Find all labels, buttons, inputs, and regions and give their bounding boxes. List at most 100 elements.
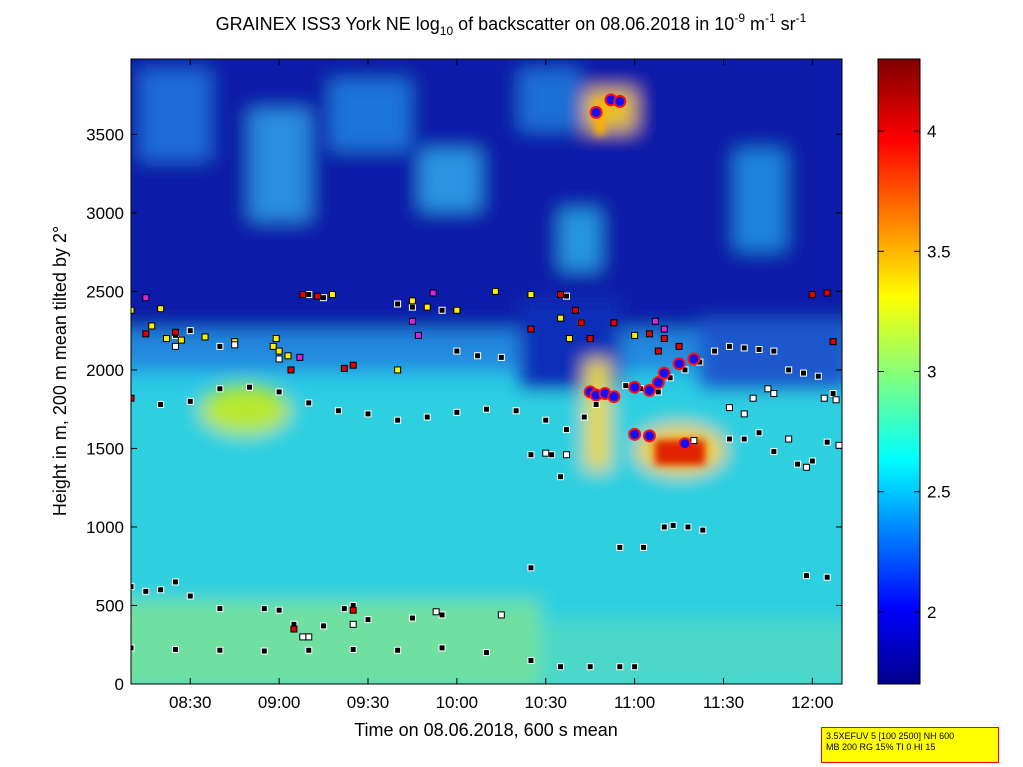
- layer-marker-square: [394, 366, 402, 374]
- layer-marker-square: [785, 435, 793, 443]
- layer-marker-square: [432, 608, 440, 616]
- layer-marker-square: [148, 322, 156, 330]
- layer-marker-square: [785, 366, 793, 374]
- layer-marker-square: [562, 292, 570, 300]
- layer-marker-square: [527, 325, 535, 333]
- layer-marker-square: [142, 330, 150, 338]
- layer-marker-square: [260, 605, 268, 613]
- layer-marker-square: [284, 352, 292, 360]
- layer-marker-square: [290, 625, 298, 633]
- y-tick-label: 2000: [86, 361, 124, 380]
- layer-marker-square: [557, 663, 565, 671]
- layer-marker-square: [820, 394, 828, 402]
- layer-marker-square: [320, 294, 328, 302]
- layer-marker-square: [131, 583, 135, 591]
- layer-marker-square: [622, 382, 630, 390]
- layer-marker-square: [835, 441, 842, 449]
- layer-marker-square: [340, 605, 348, 613]
- layer-marker-square: [414, 331, 422, 339]
- layer-marker-square: [527, 291, 535, 299]
- colorbar-tick-label: 3.5: [927, 242, 951, 261]
- layer-marker-circle: [657, 366, 671, 380]
- y-tick-label: 1000: [86, 518, 124, 537]
- layer-marker-square: [699, 526, 707, 534]
- layer-marker-circle: [642, 429, 656, 443]
- y-tick-label: 2500: [86, 282, 124, 301]
- layer-marker-square: [349, 361, 357, 369]
- y-axis-label: Height in m, 200 m mean tilted by 2°: [50, 226, 70, 516]
- layer-marker-square: [829, 338, 837, 346]
- layer-marker-square: [631, 663, 639, 671]
- layer-marker-square: [157, 305, 165, 313]
- layer-marker-square: [616, 543, 624, 551]
- layer-marker-square: [654, 347, 662, 355]
- layer-marker-square: [562, 426, 570, 434]
- layer-marker-square: [131, 306, 135, 314]
- plot-frame: [130, 58, 843, 685]
- layer-marker-square: [423, 303, 431, 311]
- layer-marker-square: [799, 369, 807, 377]
- layer-marker-square: [423, 413, 431, 421]
- colorbar-tick-label: 2: [927, 603, 936, 622]
- layer-marker-square: [483, 405, 490, 413]
- layer-marker-square: [483, 649, 490, 657]
- layer-marker-square: [565, 335, 573, 343]
- layer-marker-square: [491, 287, 499, 295]
- layer-marker-square: [171, 342, 179, 350]
- layer-marker-square: [349, 645, 357, 653]
- layer-marker-square: [725, 435, 733, 443]
- layer-marker-square: [453, 408, 461, 416]
- layer-marker-square: [269, 342, 277, 350]
- layer-marker-square: [527, 451, 535, 459]
- layer-marker-square: [725, 342, 733, 350]
- layer-marker-square: [802, 463, 810, 471]
- heatmap: [131, 59, 842, 684]
- layer-marker-square: [408, 303, 416, 311]
- y-tick-label: 0: [115, 675, 124, 694]
- layer-marker-square: [542, 449, 550, 457]
- layer-marker-square: [275, 355, 283, 363]
- layer-marker-square: [275, 388, 283, 396]
- layer-marker-square: [438, 644, 446, 652]
- layer-marker-square: [740, 344, 748, 352]
- layer-marker-square: [651, 317, 659, 325]
- layer-marker-square: [157, 586, 165, 594]
- chart-title: GRAINEX ISS3 York NE log10 of backscatte…: [216, 11, 807, 38]
- x-tick-label: 10:30: [524, 693, 567, 712]
- layer-marker-square: [157, 400, 165, 408]
- layer-marker-square: [394, 416, 402, 424]
- marker-layer: [131, 93, 842, 671]
- layer-marker-square: [808, 457, 816, 465]
- layer-marker-square: [577, 319, 585, 327]
- layer-marker-square: [616, 663, 624, 671]
- layer-marker-square: [654, 388, 662, 396]
- layer-marker-square: [394, 646, 402, 654]
- layer-marker-square: [660, 335, 668, 343]
- layer-marker-square: [610, 319, 618, 327]
- layer-marker-square: [171, 328, 179, 336]
- layer-marker-square: [287, 366, 295, 374]
- layer-marker-square: [802, 572, 810, 580]
- layer-marker-square: [142, 587, 150, 595]
- x-tick-label: 09:30: [347, 693, 390, 712]
- layer-marker-square: [660, 523, 668, 531]
- layer-marker-square: [340, 364, 348, 372]
- layer-marker-square: [453, 347, 461, 355]
- layer-marker-square: [216, 385, 224, 393]
- x-tick-label: 12:00: [791, 693, 834, 712]
- colorbar-ticks: 2 2.5 3 3.5 4: [878, 122, 951, 622]
- layer-marker-square: [562, 451, 570, 459]
- layer-marker-square: [527, 564, 535, 572]
- layer-marker-square: [299, 633, 307, 641]
- layer-marker-square: [408, 317, 416, 325]
- layer-marker-square: [814, 372, 822, 380]
- layer-marker-square: [497, 353, 505, 361]
- layer-marker-circle: [687, 352, 701, 366]
- layer-marker-circle: [628, 380, 642, 394]
- layer-marker-circle: [613, 94, 627, 108]
- layer-marker-square: [260, 647, 268, 655]
- layer-marker-square: [349, 620, 357, 628]
- layer-marker-square: [231, 341, 239, 349]
- layer-marker-square: [557, 314, 565, 322]
